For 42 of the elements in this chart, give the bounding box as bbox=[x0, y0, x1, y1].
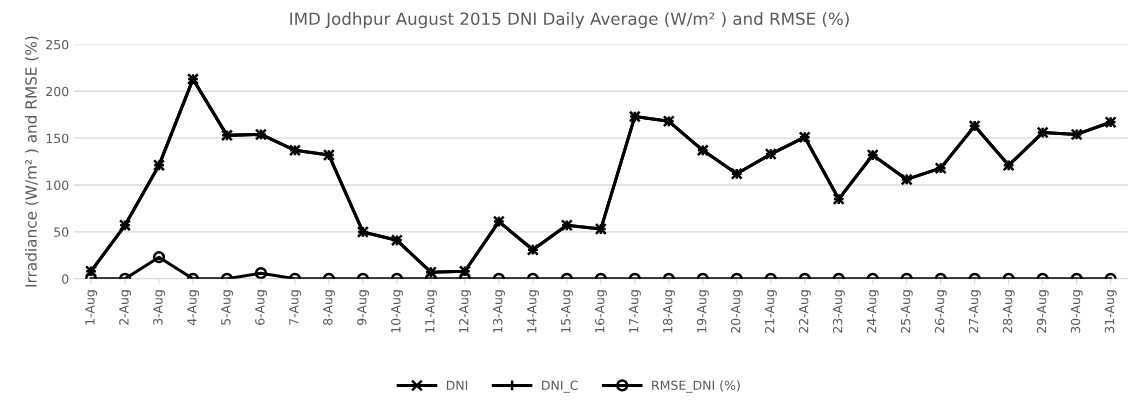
x-tick-label: 14-Aug bbox=[527, 290, 539, 333]
x-tick-label: 20-Aug bbox=[730, 290, 743, 333]
x-tick-label: 24-Aug bbox=[866, 290, 879, 333]
x-tick-label: 13-Aug bbox=[493, 290, 505, 333]
x-tick-label: 10-Aug bbox=[391, 290, 403, 333]
x-tick-label: 16-Aug bbox=[594, 290, 607, 333]
x-tick-label: 27-Aug bbox=[968, 290, 981, 333]
y-tick-label: 50 bbox=[54, 227, 69, 237]
legend-label: DNI_C bbox=[542, 380, 578, 393]
y-tick-label: 250 bbox=[46, 39, 69, 50]
y-tick-label: 100 bbox=[46, 180, 69, 190]
x-tick-label: 12-Aug bbox=[459, 290, 471, 333]
x-tick-label: 17-Aug bbox=[629, 290, 641, 333]
x-tick-label: 15-Aug bbox=[561, 290, 573, 333]
x-tick-label: 5-Aug bbox=[221, 290, 234, 325]
x-tick-label: 8-Aug bbox=[323, 290, 335, 325]
y-tick-label: 0 bbox=[62, 274, 69, 284]
legend-label: DNI bbox=[446, 380, 468, 390]
chart-title: IMD Jodhpur August 2015 DNI Daily Average (W/m² ) and RMSE (%) bbox=[290, 12, 849, 29]
x-tick-label: 25-Aug bbox=[900, 290, 913, 333]
x-tick-label: 28-Aug bbox=[1002, 290, 1015, 333]
x-tick-label: 29-Aug bbox=[1036, 290, 1049, 333]
x-tick-label: 1-Aug bbox=[85, 290, 98, 325]
x-tick-label: 2-Aug bbox=[119, 290, 132, 325]
x-tick-label: 26-Aug bbox=[934, 290, 947, 333]
y-tick-label: 200 bbox=[46, 86, 69, 97]
x-tick-label: 18-Aug bbox=[662, 290, 675, 333]
x-tick-label: 6-Aug bbox=[255, 290, 268, 325]
x-tick-label: 3-Aug bbox=[153, 290, 166, 325]
x-tick-label: 4-Aug bbox=[187, 290, 200, 326]
y-tick-label: 150 bbox=[46, 133, 69, 144]
y-axis-title: Irradiance (W/m² ) and RMSE (%) bbox=[24, 36, 39, 287]
x-tick-label: 22-Aug bbox=[798, 290, 811, 333]
x-tick-label: 31-Aug bbox=[1104, 290, 1117, 333]
x-tick-label: 30-Aug bbox=[1070, 290, 1083, 333]
x-tick-label: 11-Aug bbox=[425, 290, 437, 333]
x-tick-label: 9-Aug bbox=[357, 290, 369, 325]
x-tick-label: 19-Aug bbox=[696, 290, 709, 333]
x-tick-label: 23-Aug bbox=[832, 290, 845, 333]
x-tick-label: 21-Aug bbox=[764, 290, 777, 333]
legend-label: RMSE_DNI (%) bbox=[652, 380, 740, 393]
x-tick-label: 7-Aug bbox=[289, 290, 301, 325]
